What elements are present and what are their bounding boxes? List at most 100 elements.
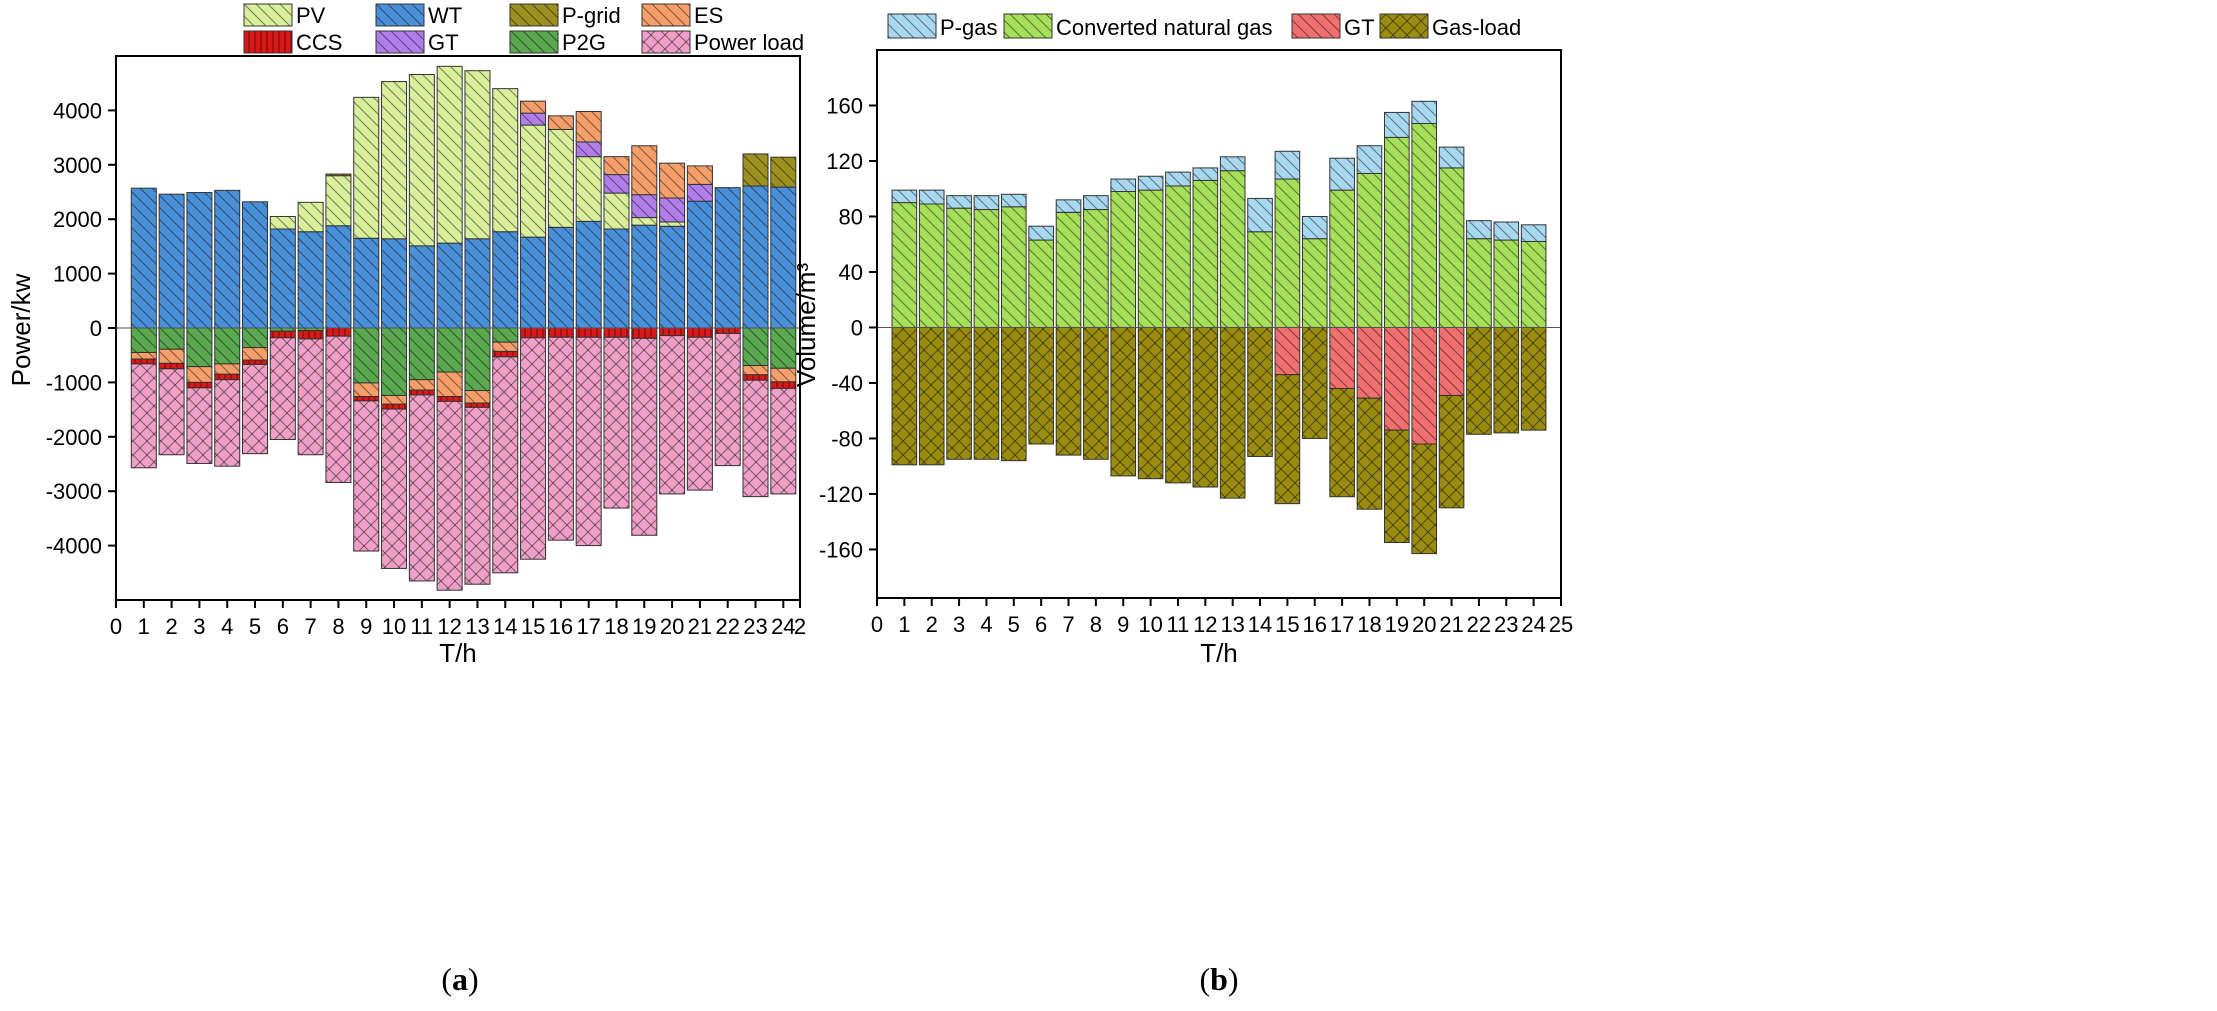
bar-power-load-neg-t17	[575, 336, 602, 547]
bar-p-gas-pos-t21	[1438, 146, 1465, 169]
bar-power-load-neg-t4	[214, 379, 241, 467]
bar-pv-pos-t17	[575, 156, 602, 222]
bar-power-load-neg-t23	[742, 379, 769, 498]
bar-p2g-neg-t1	[130, 327, 157, 353]
bar-p-gas-pos-t19	[1384, 111, 1410, 138]
xtick-label-b-12: 12	[1193, 612, 1217, 637]
xtick-label-a-4: 4	[221, 614, 233, 639]
bar-converted-natural-gas-pos-t12	[1192, 179, 1219, 328]
xtick-label-a-16: 16	[549, 614, 573, 639]
ytick-label-b-1: -120	[819, 482, 863, 507]
bar-p-gas-pos-t24	[1520, 224, 1547, 242]
bar-wt-pos-t22	[714, 187, 741, 329]
bar-gt-neg-t17	[1329, 326, 1355, 390]
bar-p-gas-pos-t22	[1466, 220, 1492, 240]
xtick-label-a-20: 20	[660, 614, 684, 639]
bar-es-neg-t11	[408, 379, 435, 391]
xtick-label-a-5: 5	[249, 614, 261, 639]
xtick-label-b-2: 2	[926, 612, 938, 637]
bar-ccs-neg-t3	[186, 381, 213, 389]
bar-power-load-neg-t19	[631, 337, 658, 536]
bar-converted-natural-gas-pos-t20	[1411, 123, 1438, 328]
legend-a: PV WT P-grid ES CCS GT P2G Power load	[243, 3, 804, 55]
bar-gt-pos-t19	[631, 194, 658, 219]
panel-label-a: (a)	[441, 961, 478, 997]
xtick-label-b-22: 22	[1467, 612, 1491, 637]
bar-converted-natural-gas-pos-t2	[918, 203, 945, 328]
y-axis-label-b: Volume/m³	[791, 263, 821, 388]
xtick-label-a-9: 9	[360, 614, 372, 639]
bar-pv-pos-t20	[659, 221, 686, 227]
xtick-label-a-15: 15	[521, 614, 545, 639]
bar-converted-natural-gas-pos-t9	[1110, 191, 1137, 328]
bar-converted-natural-gas-pos-t17	[1329, 189, 1355, 328]
xtick-label-b-24: 24	[1521, 612, 1545, 637]
xtick-label-b-0: 0	[871, 612, 883, 637]
bar-p2g-neg-t2	[158, 327, 185, 350]
bar-gas-load-neg-t24	[1520, 326, 1547, 431]
bar-p-gas-pos-t10	[1137, 175, 1164, 191]
bar-es-neg-t4	[214, 363, 241, 375]
xtick-label-a-21: 21	[688, 614, 712, 639]
bar-es-pos-t15	[520, 100, 547, 114]
bar-p-gas-pos-t7	[1055, 199, 1082, 213]
bar-ccs-neg-t12	[436, 396, 463, 402]
bar-p-gas-pos-t12	[1192, 167, 1219, 181]
bar-pv-pos-t15	[520, 124, 547, 238]
bar-gas-load-neg-t16	[1301, 326, 1328, 439]
bar-power-load-neg-t22	[714, 332, 741, 467]
bar-wt-pos-t13	[464, 238, 491, 329]
bar-power-load-neg-t6	[269, 337, 296, 441]
xtick-label-b-25: 25	[1549, 612, 1573, 637]
bar-power-load-neg-t16	[547, 336, 574, 541]
ytick-label-b-3: -40	[831, 371, 863, 396]
xtick-label-b-18: 18	[1357, 612, 1381, 637]
bar-p2g-neg-t3	[186, 327, 213, 368]
ytick-label-a-5: 1000	[53, 262, 102, 287]
xtick-label-a-22: 22	[715, 614, 739, 639]
bar-wt-pos-t16	[547, 226, 574, 329]
bar-p-grid-pos-t23	[742, 153, 769, 187]
ytick-label-a-7: 3000	[53, 153, 102, 178]
bar-es-neg-t13	[464, 390, 491, 404]
xtick-label-b-21: 21	[1439, 612, 1463, 637]
bar-p-gas-pos-t16	[1301, 215, 1328, 240]
bar-converted-natural-gas-pos-t15	[1274, 178, 1301, 328]
legend-label-b-gt: GT	[1344, 15, 1375, 40]
bar-wt-pos-t15	[520, 236, 547, 329]
bar-ccs-neg-t15	[520, 327, 547, 339]
bar-gas-load-neg-t15	[1274, 374, 1301, 505]
bar-converted-natural-gas-pos-t14	[1247, 231, 1273, 328]
xtick-label-a-24: 24	[771, 614, 795, 639]
ytick-label-a-4: 0	[90, 316, 102, 341]
bar-gas-load-neg-t14	[1247, 326, 1273, 457]
bar-gt-pos-t20	[659, 197, 686, 223]
bar-gas-load-neg-t8	[1083, 326, 1109, 460]
bar-power-load-neg-t12	[436, 400, 463, 591]
bar-gas-load-neg-t5	[1000, 326, 1027, 462]
bar-es-pos-t18	[603, 156, 630, 176]
xtick-label-a-12: 12	[437, 614, 461, 639]
bar-pv-pos-t10	[381, 81, 408, 240]
bar-gt-pos-t17	[575, 141, 602, 158]
bar-p2g-neg-t11	[408, 327, 435, 381]
xtick-label-b-5: 5	[1008, 612, 1020, 637]
bar-es-pos-t17	[575, 110, 602, 143]
bar-gas-load-neg-t19	[1384, 429, 1410, 544]
bar-pv-pos-t6	[269, 215, 296, 230]
bar-es-neg-t1	[130, 351, 157, 360]
bar-power-load-neg-t15	[520, 337, 547, 560]
legend-label-a-power-load: Power load	[694, 30, 804, 55]
bars-a	[130, 65, 797, 591]
bar-converted-natural-gas-pos-t11	[1165, 185, 1191, 328]
xtick-label-a-19: 19	[632, 614, 656, 639]
bar-gt-pos-t15	[520, 112, 547, 126]
legend-swatch-b-gas-load	[1379, 13, 1429, 39]
bar-es-neg-t10	[381, 394, 408, 405]
bar-power-load-neg-t13	[464, 406, 491, 585]
bar-p-gas-pos-t17	[1329, 157, 1355, 191]
bar-p2g-neg-t10	[381, 327, 408, 396]
bar-converted-natural-gas-pos-t13	[1219, 170, 1246, 328]
